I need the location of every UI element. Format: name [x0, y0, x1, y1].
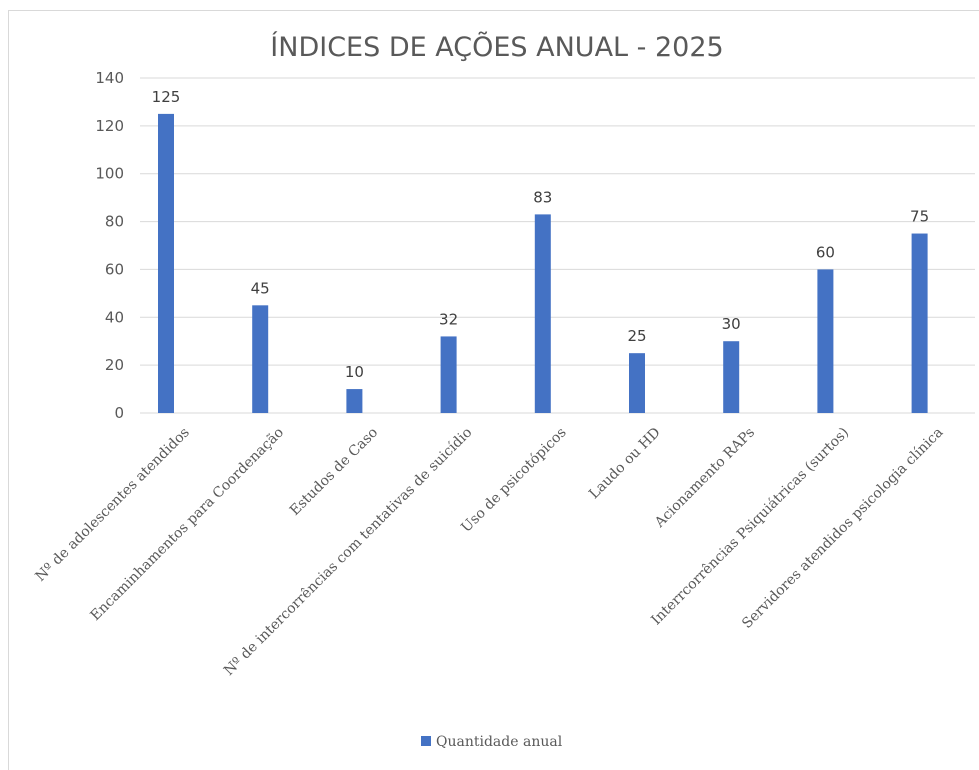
y-tick-label: 20	[105, 356, 124, 374]
legend-swatch	[421, 736, 431, 746]
bar	[346, 389, 363, 413]
data-label: 45	[251, 279, 270, 297]
data-label: 10	[345, 363, 364, 381]
chart-title: ÍNDICES DE AÇÕES ANUAL - 2025	[270, 31, 723, 63]
chart-frame	[8, 10, 979, 770]
gridlines	[140, 77, 975, 414]
bar	[440, 336, 457, 413]
bar	[158, 113, 174, 414]
y-tick-label: 100	[95, 165, 124, 183]
y-tick-label: 140	[95, 69, 124, 87]
legend-label: Quantidade anual	[436, 734, 563, 750]
x-category-label: Encaminhamentos para Coordenação	[88, 425, 287, 624]
x-category-label: Nº de adolescentes atendidos	[33, 425, 193, 585]
data-label: 32	[439, 310, 458, 328]
y-tick-label: 60	[105, 260, 124, 278]
y-tick-label: 40	[105, 308, 124, 326]
x-axis-categories: Nº de adolescentes atendidosEncaminhamen…	[33, 425, 947, 679]
data-label: 60	[816, 243, 835, 261]
y-tick-label: 80	[105, 213, 124, 231]
data-label: 83	[533, 188, 552, 206]
y-axis-ticks: 0 20 40 60 80 100 120 140	[95, 69, 124, 422]
x-category-label: Laudo ou HD	[586, 425, 664, 503]
x-category-label: Interrcorrências Psiquiátricas (surtos)	[648, 425, 852, 629]
bar	[534, 214, 551, 413]
y-tick-label: 0	[114, 404, 124, 422]
data-labels: 125 45 10 32 83 25 30 60 75	[152, 88, 929, 381]
x-category-label: Estudos de Caso	[287, 425, 381, 519]
bar	[252, 305, 269, 413]
x-category-label: Uso de psicotópicos	[458, 425, 569, 536]
bar	[723, 341, 740, 413]
data-label: 30	[722, 315, 741, 333]
bar	[629, 353, 645, 413]
x-category-label: Servidores atendidos psicologia clínica	[739, 425, 946, 632]
bar	[911, 233, 928, 413]
x-category-label: Acionamento RAPs	[651, 425, 758, 532]
data-label: 125	[152, 88, 181, 106]
data-label: 25	[627, 327, 646, 345]
data-label: 75	[910, 208, 929, 226]
bars	[158, 113, 928, 414]
y-tick-label: 120	[95, 117, 124, 135]
legend: Quantidade anual	[421, 734, 563, 750]
bar	[817, 269, 834, 413]
